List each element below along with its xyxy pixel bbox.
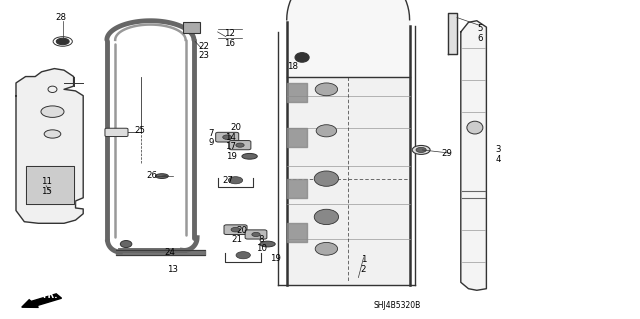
Text: 27: 27 xyxy=(222,176,234,185)
Circle shape xyxy=(44,130,61,138)
Ellipse shape xyxy=(314,171,339,186)
Text: 8: 8 xyxy=(259,235,264,244)
FancyBboxPatch shape xyxy=(183,22,200,33)
Ellipse shape xyxy=(316,125,337,137)
Polygon shape xyxy=(16,69,83,223)
FancyBboxPatch shape xyxy=(224,225,247,234)
Text: 18: 18 xyxy=(287,63,298,71)
Ellipse shape xyxy=(315,83,338,96)
Text: 23: 23 xyxy=(198,51,209,60)
FancyBboxPatch shape xyxy=(105,128,128,137)
Ellipse shape xyxy=(120,241,132,248)
Text: 5: 5 xyxy=(477,24,483,33)
Text: 9: 9 xyxy=(209,138,214,147)
Text: 2: 2 xyxy=(361,265,366,274)
FancyBboxPatch shape xyxy=(245,230,267,239)
Text: 11: 11 xyxy=(40,177,52,186)
Text: 25: 25 xyxy=(134,126,145,135)
Circle shape xyxy=(416,147,426,152)
Text: 4: 4 xyxy=(495,155,500,164)
Circle shape xyxy=(412,145,430,154)
Polygon shape xyxy=(287,0,410,77)
Polygon shape xyxy=(461,21,486,290)
Text: 10: 10 xyxy=(255,244,267,253)
Text: 28: 28 xyxy=(55,13,67,22)
Ellipse shape xyxy=(156,174,168,179)
Ellipse shape xyxy=(242,153,257,159)
Text: 20: 20 xyxy=(230,123,241,132)
Circle shape xyxy=(56,38,69,45)
Polygon shape xyxy=(448,13,457,54)
FancyBboxPatch shape xyxy=(216,132,239,142)
Ellipse shape xyxy=(467,121,483,134)
Text: 7: 7 xyxy=(209,129,214,138)
Circle shape xyxy=(236,252,250,259)
Text: 3: 3 xyxy=(495,145,500,154)
Text: 20: 20 xyxy=(236,226,248,235)
Text: 24: 24 xyxy=(164,248,175,256)
Text: 14: 14 xyxy=(225,133,236,142)
FancyArrow shape xyxy=(22,294,61,308)
Text: 15: 15 xyxy=(40,187,52,196)
Text: 29: 29 xyxy=(442,149,452,158)
Circle shape xyxy=(223,135,232,139)
Ellipse shape xyxy=(314,209,339,225)
Text: 21: 21 xyxy=(231,235,243,244)
FancyBboxPatch shape xyxy=(229,141,251,150)
Circle shape xyxy=(41,106,64,117)
Text: FR.: FR. xyxy=(42,291,58,300)
Text: 16: 16 xyxy=(223,39,235,48)
Text: SHJ4B5320B: SHJ4B5320B xyxy=(373,301,420,310)
Circle shape xyxy=(252,232,260,236)
Circle shape xyxy=(228,177,243,184)
Ellipse shape xyxy=(295,53,309,62)
Text: 13: 13 xyxy=(167,265,179,274)
Text: 1: 1 xyxy=(361,256,366,264)
Text: 17: 17 xyxy=(225,142,236,151)
Circle shape xyxy=(231,227,240,232)
Text: 26: 26 xyxy=(147,171,158,180)
Text: 6: 6 xyxy=(477,34,483,43)
Text: 12: 12 xyxy=(223,29,235,38)
Circle shape xyxy=(236,143,244,147)
Text: 22: 22 xyxy=(198,42,209,51)
Text: 19: 19 xyxy=(227,152,237,161)
Ellipse shape xyxy=(315,242,338,255)
Polygon shape xyxy=(26,166,74,204)
Ellipse shape xyxy=(260,241,275,247)
Text: 19: 19 xyxy=(270,254,280,263)
